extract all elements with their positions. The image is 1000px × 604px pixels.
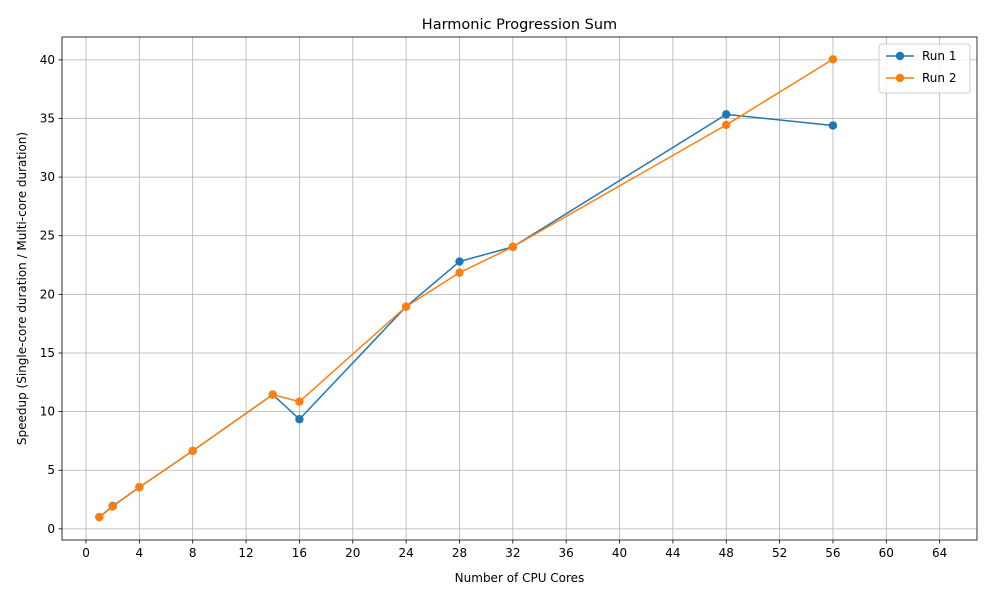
y-tick-label: 15 (40, 346, 55, 360)
x-tick-label: 60 (879, 546, 894, 560)
legend-entry: Run 2 (886, 71, 956, 85)
y-tick-label: 10 (40, 405, 55, 419)
legend-entry: Run 1 (886, 49, 956, 63)
data-point (95, 512, 104, 522)
data-point (401, 302, 411, 311)
x-tick-label: 44 (665, 546, 680, 560)
y-tick-label: 25 (40, 229, 55, 243)
x-tick-label: 32 (505, 546, 520, 560)
grid (62, 37, 977, 540)
data-point (295, 415, 304, 424)
y-tick-label: 5 (47, 463, 55, 477)
x-tick-label: 0 (82, 546, 90, 560)
x-axis-label: Number of CPU Cores (455, 571, 585, 585)
x-tick-label: 56 (825, 546, 840, 560)
legend-marker (895, 73, 905, 83)
data-point (455, 257, 464, 266)
x-tick-label: 12 (238, 546, 253, 560)
x-tick-label: 24 (398, 546, 413, 560)
series-layer (95, 55, 838, 522)
x-tick-label: 20 (345, 546, 360, 560)
y-axis-label: Speedup (Single-core duration / Multi-co… (15, 132, 29, 445)
x-tick-label: 8 (189, 546, 197, 560)
legend: Run 1 Run 2 (878, 43, 971, 94)
x-tick-label: 4 (136, 546, 144, 560)
data-point (268, 390, 277, 399)
x-tick-label: 52 (772, 546, 787, 560)
legend-entries: Run 1 Run 2 (886, 49, 956, 85)
x-tick-label: 64 (932, 546, 947, 560)
data-point (295, 397, 304, 406)
x-tick-label: 48 (719, 546, 734, 560)
data-point (828, 121, 838, 130)
series-run-2 (95, 55, 838, 522)
data-point (722, 110, 731, 119)
y-tick-label: 30 (40, 170, 55, 184)
x-tick-label: 40 (612, 546, 627, 560)
data-point (722, 120, 731, 130)
x-axis-ticks: 0 4 8 12 16 20 24 28 32 36 40 44 48 52 56 60 64 (82, 540, 947, 560)
data-point (508, 242, 518, 252)
data-point (828, 55, 838, 64)
plot-frame (61, 36, 978, 541)
y-axis-ticks: 0 5 10 15 20 25 30 35 40 (40, 53, 62, 536)
data-point (108, 502, 117, 511)
y-tick-label: 35 (40, 111, 55, 125)
legend-marker (895, 51, 905, 61)
y-tick-label: 20 (40, 287, 55, 301)
data-point (188, 446, 197, 456)
y-tick-label: 0 (47, 522, 55, 536)
x-tick-label: 36 (559, 546, 574, 560)
data-point (135, 483, 144, 492)
chart-title: Harmonic Progression Sum (422, 17, 617, 33)
x-tick-label: 16 (292, 546, 307, 560)
legend-label: Run 2 (922, 71, 956, 85)
data-point (455, 268, 464, 277)
legend-label: Run 1 (922, 49, 956, 63)
y-tick-label: 40 (40, 53, 55, 67)
x-tick-label: 28 (452, 546, 467, 560)
